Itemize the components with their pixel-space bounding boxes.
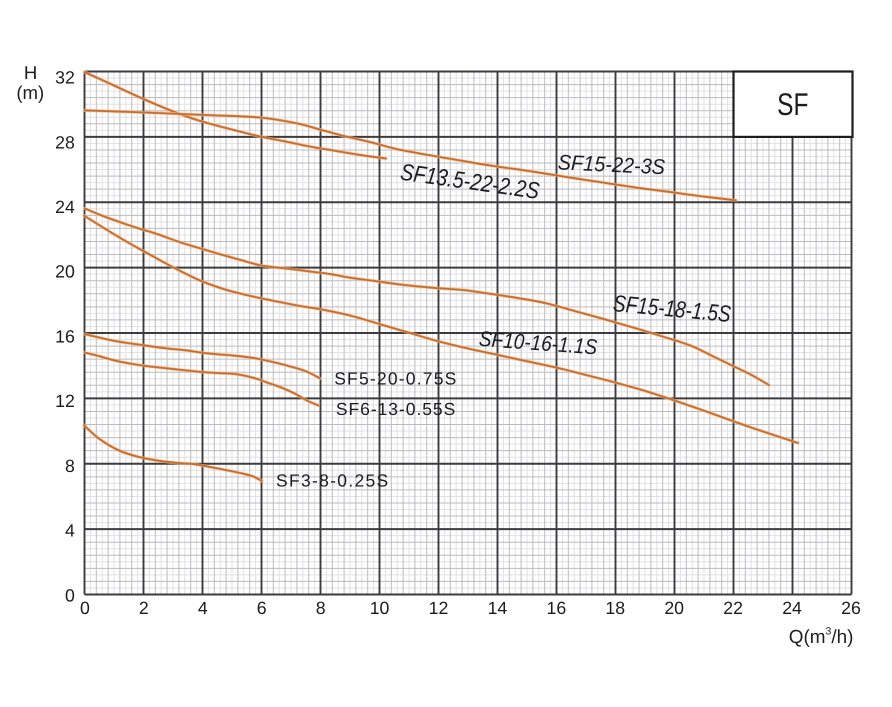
svg-text:2: 2 [139,598,149,618]
svg-text:4: 4 [198,598,208,618]
svg-text:8: 8 [65,456,75,476]
svg-text:28: 28 [55,132,75,152]
svg-text:H: H [24,62,37,83]
svg-text:(m): (m) [16,82,44,103]
svg-text:SF6-13-0.55S: SF6-13-0.55S [336,399,456,419]
svg-text:22: 22 [723,598,743,618]
svg-text:4: 4 [65,521,75,541]
svg-text:SF15-22-3S: SF15-22-3S [557,150,666,179]
svg-text:12: 12 [429,598,449,618]
svg-text:24: 24 [55,197,75,217]
svg-text:10: 10 [370,598,390,618]
svg-text:12: 12 [55,391,75,411]
svg-text:SF: SF [777,87,808,122]
svg-text:0: 0 [65,585,75,605]
svg-text:SF3-8-0.25S: SF3-8-0.25S [276,471,390,491]
svg-text:SF5-20-0.75S: SF5-20-0.75S [334,369,457,389]
svg-text:20: 20 [664,598,684,618]
svg-text:20: 20 [55,262,75,282]
svg-text:18: 18 [605,598,625,618]
svg-text:16: 16 [546,598,566,618]
svg-text:8: 8 [316,598,326,618]
svg-text:24: 24 [782,598,802,618]
svg-text:16: 16 [55,326,75,346]
svg-text:0: 0 [80,598,90,618]
svg-text:26: 26 [841,598,861,618]
svg-text:6: 6 [257,598,267,618]
svg-text:32: 32 [55,68,75,88]
svg-text:14: 14 [488,598,508,618]
svg-text:Q(m3/h): Q(m3/h) [789,626,854,649]
